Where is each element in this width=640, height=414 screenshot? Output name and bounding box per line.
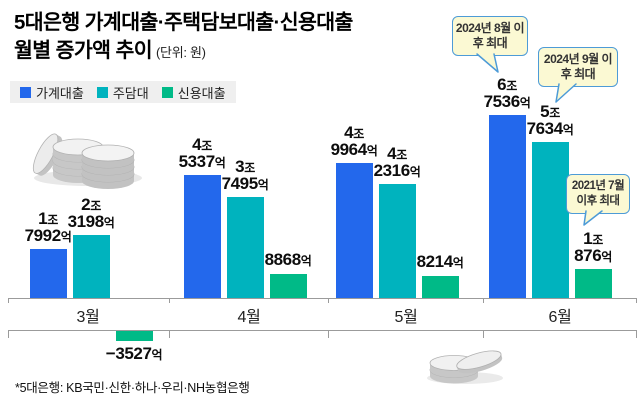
x-axis-label-2: 4월 [237, 309, 261, 326]
bar-가계대출-3월 [29, 249, 67, 298]
legend-item-mortgage-loan: 주담대 [96, 83, 149, 102]
legend-swatch-mortgage-loan [96, 86, 108, 98]
baseline-tick-3 [483, 298, 484, 303]
legend-item-credit-loan: 신용대출 [161, 83, 226, 102]
bar-value-label: 3조 7495억 [221, 157, 269, 193]
negative-baseline-tick-4 [636, 330, 637, 338]
legend-swatch-household-loan [20, 86, 31, 98]
bar-주담대-6월 [531, 142, 569, 298]
coins-illustration-large [32, 133, 142, 189]
bar-신용대출-4월 [269, 274, 307, 298]
bar-신용대출-5월 [421, 276, 459, 298]
annotation-callout-june-credit: 2021년 7월 이후 최대 [566, 174, 630, 214]
annotation-callout-june-mortgage: 2024년 9월 이후 최대 [538, 47, 618, 87]
footnote: *5대은행: KB국민·신한·하나·우리·NH농협은행 [15, 381, 250, 395]
negative-baseline-tick-2 [328, 330, 329, 338]
bar-가계대출-5월 [335, 163, 373, 298]
bar-value-label: 2조 3198억 [67, 195, 115, 231]
bar-value-label: 5조 7634억 [526, 102, 574, 138]
chart-title-line2: 월별 증가액 추이 [14, 39, 153, 62]
legend-swatch-credit-loan [161, 86, 173, 98]
bar-value-label: 4조 2316억 [373, 144, 421, 180]
chart-title: 5대은행 가계대출·주택담보대출·신용대출 월별 증가액 추이 (단위: 원) [14, 9, 353, 67]
x-axis-label-1: 3월 [76, 309, 100, 326]
bar-value-label: 8868억 [264, 250, 312, 269]
bar-주담대-3월 [72, 235, 110, 298]
legend-label-mortgage-loan: 주담대 [112, 85, 149, 101]
legend-label-household-loan: 가계대출 [36, 85, 84, 101]
baseline-tick-1 [169, 298, 170, 303]
annotation-callout-june-household: 2024년 8월 이후 최대 [452, 16, 528, 56]
x-axis-label-4: 6월 [548, 309, 572, 326]
bar-value-label: 4조 9964억 [330, 123, 378, 159]
bar-value-label: 6조 7536억 [483, 75, 531, 111]
chart-title-line1: 5대은행 가계대출·주택담보대출·신용대출 [14, 11, 353, 34]
baseline-tick-0 [8, 298, 9, 303]
legend-label-credit-loan: 신용대출 [177, 85, 226, 101]
bar-value-label: 8214억 [416, 252, 464, 271]
bar-신용대출-3월 [115, 331, 153, 341]
legend: 가계대출 주담대 신용대출 [10, 81, 236, 103]
negative-baseline [8, 330, 636, 331]
negative-baseline-tick-0 [8, 330, 9, 338]
baseline-tick-4 [636, 298, 637, 303]
zero-baseline [8, 298, 636, 299]
bar-가계대출-4월 [183, 175, 221, 298]
bar-신용대출-6월 [574, 269, 612, 298]
chart-unit-label: (단위: 원) [156, 45, 206, 60]
negative-baseline-tick-1 [169, 330, 170, 338]
bar-가계대출-6월 [488, 115, 526, 298]
bar-주담대-4월 [226, 197, 264, 298]
coins-illustration-small [427, 350, 503, 384]
x-axis-label-3: 5월 [394, 309, 418, 326]
bar-value-label: 1조 7992억 [24, 209, 72, 245]
baseline-tick-2 [328, 298, 329, 303]
legend-item-household-loan: 가계대출 [20, 83, 84, 102]
bar-value-label: 4조 5337억 [178, 135, 226, 171]
bar-주담대-5월 [378, 184, 416, 298]
negative-baseline-tick-3 [483, 330, 484, 338]
bar-value-label: −3527억 [105, 344, 163, 363]
bar-value-label: 1조 876억 [574, 229, 612, 265]
